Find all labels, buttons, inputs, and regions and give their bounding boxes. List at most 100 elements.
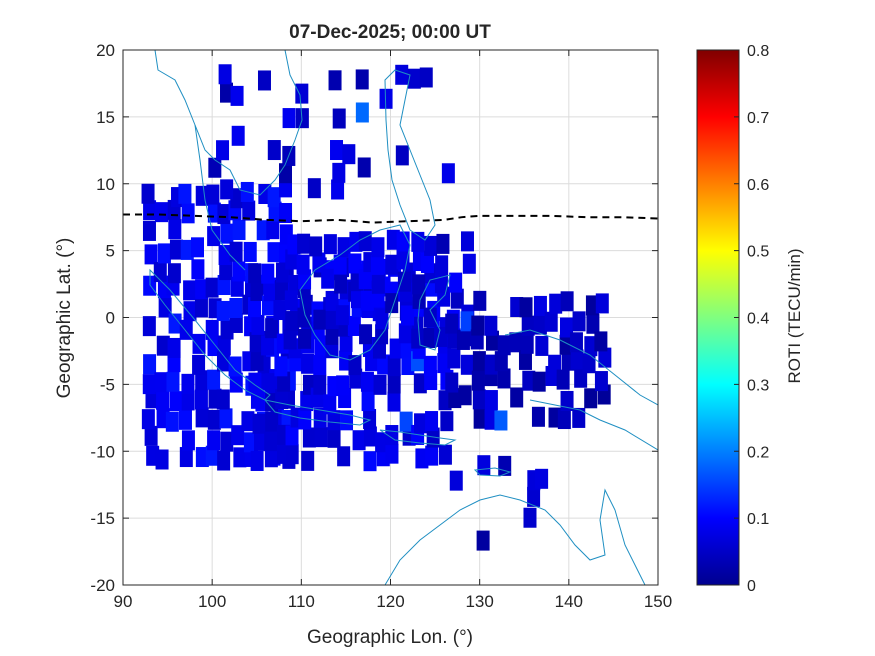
roti-cell [142,316,156,337]
roti-cell [205,445,219,466]
roti-cell [331,179,345,200]
roti-cell [282,108,296,129]
roti-cell [586,313,600,334]
roti-cell [473,290,487,311]
roti-cell [178,183,192,204]
roti-cell [323,394,337,415]
roti-cell [557,409,571,430]
roti-cell [325,290,339,311]
roti-cell [582,353,596,374]
roti-cell [220,223,234,244]
coast-australia [384,488,646,585]
roti-cell [569,332,583,353]
roti-cell [375,309,389,330]
roti-cell [233,447,247,468]
roti-cell [216,351,230,372]
roti-cell [460,354,474,375]
roti-cell [207,336,221,357]
roti-cell [420,253,434,274]
roti-cell [168,219,182,240]
roti-cell [241,411,255,432]
roti-cell [314,427,328,448]
roti-cell [423,355,437,376]
roti-cell [387,391,401,412]
roti-cell [337,237,351,258]
roti-cell [449,272,463,293]
roti-cell [498,455,512,476]
coast-java [263,399,372,426]
roti-cell [217,335,231,356]
roti-cell [216,140,230,161]
roti-cell [191,237,205,258]
roti-cell [462,253,476,274]
roti-cell [158,297,172,318]
roti-cell [435,255,449,276]
roti-cell [357,157,371,178]
roti-cell [333,254,347,275]
roti-cell [377,354,391,375]
roti-cell [363,451,377,472]
roti-cell [484,315,498,336]
roti-cell [325,324,339,345]
roti-cell [218,245,232,266]
roti-cell [359,324,373,345]
roti-cell [312,252,326,273]
roti-cell [275,389,289,410]
roti-cell [520,333,534,354]
roti-cell [191,259,205,280]
roti-cell [347,315,361,336]
roti-cell [572,311,586,332]
roti-cell [472,389,486,410]
roti-cell [302,427,316,448]
roti-cell [373,374,387,395]
roti-cell [449,470,463,491]
roti-cell [535,468,549,489]
roti-cell [195,407,209,428]
roti-cell [337,446,351,467]
colorbar-label: ROTI (TECU/min) [785,248,804,383]
roti-cell [510,387,524,408]
roti-cell [330,140,344,161]
roti-cell [283,329,297,350]
roti-cell [556,369,570,390]
roti-cell [181,430,195,451]
roti-cell [142,374,156,395]
roti-cell [165,411,179,432]
x-tick-label: 120 [376,592,404,611]
roti-cell [570,349,584,370]
roti-cell [179,447,193,468]
roti-cell [584,388,598,409]
roti-cell [250,388,264,409]
roti-cell [284,290,298,311]
roti-cell [531,406,545,427]
roti-cell [523,507,537,528]
roti-cell [313,374,327,395]
colorbar-tick-label: 0.7 [747,110,769,127]
coast-timor [473,467,512,477]
roti-cell [414,413,428,434]
colorbar-ticks: 0.8 0.7 0.6 0.5 0.4 0.3 0.2 0.1 0 [734,43,769,595]
roti-cell [195,279,209,300]
roti-cell [250,450,264,471]
roti-cell [371,237,385,258]
roti-cell [348,253,362,274]
roti-cell [144,244,158,265]
roti-cell [594,331,608,352]
roti-cell [230,188,244,209]
y-tick-label: 5 [106,242,115,261]
roti-cell [205,319,219,340]
roti-cell [183,280,197,301]
roti-cell [336,375,350,396]
roti-cell [217,204,231,225]
roti-cell [229,241,243,262]
y-tick-label: -15 [90,509,115,528]
roti-cell [361,391,375,412]
x-tick-label: 100 [198,592,226,611]
roti-cell [327,427,341,448]
y-tick-label: -5 [100,375,115,394]
roti-cell [385,443,399,464]
roti-cell [169,391,183,412]
roti-cell [207,430,221,451]
roti-cell [261,335,275,356]
roti-cell [535,335,549,356]
